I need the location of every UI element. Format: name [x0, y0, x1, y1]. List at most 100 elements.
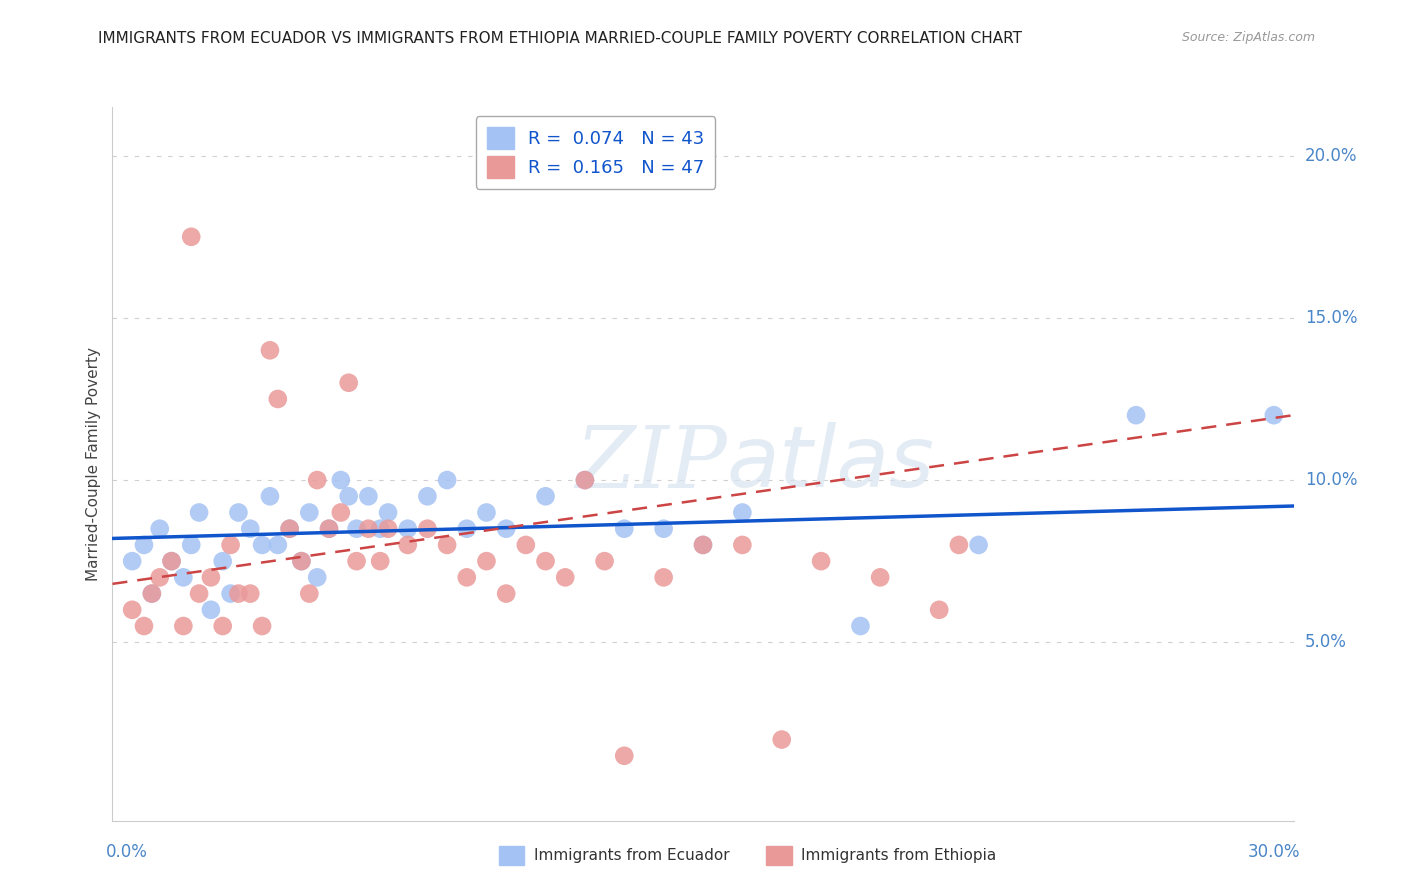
Point	[307, 570, 329, 584]
Point	[849, 619, 872, 633]
Point	[475, 506, 498, 520]
Point	[172, 619, 194, 633]
Point	[337, 489, 360, 503]
Point	[692, 538, 714, 552]
Point	[368, 522, 391, 536]
Point	[869, 570, 891, 584]
Point	[250, 619, 273, 633]
Point	[357, 522, 380, 536]
Point	[495, 522, 517, 536]
Point	[172, 570, 194, 584]
Point	[160, 554, 183, 568]
Point	[121, 554, 143, 568]
Point	[652, 570, 675, 584]
Point	[416, 522, 439, 536]
Point	[228, 586, 250, 600]
Point	[731, 538, 754, 552]
Point	[436, 473, 458, 487]
Point	[329, 473, 352, 487]
Point	[307, 473, 329, 487]
Point	[278, 522, 301, 536]
Point	[456, 570, 478, 584]
Point	[456, 522, 478, 536]
Legend: R =  0.074   N = 43, R =  0.165   N = 47: R = 0.074 N = 43, R = 0.165 N = 47	[475, 116, 716, 189]
Point	[219, 586, 242, 600]
Text: Source: ZipAtlas.com: Source: ZipAtlas.com	[1181, 31, 1315, 45]
Point	[1125, 408, 1147, 422]
Point	[346, 522, 368, 536]
Point	[121, 603, 143, 617]
Point	[239, 586, 262, 600]
Point	[692, 538, 714, 552]
Point	[574, 473, 596, 487]
Point	[149, 570, 172, 584]
Point	[318, 522, 340, 536]
Point	[436, 538, 458, 552]
Point	[613, 748, 636, 763]
Point	[188, 586, 211, 600]
Point	[132, 619, 155, 633]
Point	[948, 538, 970, 552]
Point	[337, 376, 360, 390]
Text: Immigrants from Ecuador: Immigrants from Ecuador	[534, 848, 730, 863]
Point	[200, 570, 222, 584]
Point	[180, 229, 202, 244]
Point	[200, 603, 222, 617]
Point	[416, 489, 439, 503]
Point	[554, 570, 576, 584]
Point	[593, 554, 616, 568]
Point	[534, 554, 557, 568]
Point	[368, 554, 391, 568]
Point	[652, 522, 675, 536]
Point	[290, 554, 312, 568]
Text: IMMIGRANTS FROM ECUADOR VS IMMIGRANTS FROM ETHIOPIA MARRIED-COUPLE FAMILY POVERT: IMMIGRANTS FROM ECUADOR VS IMMIGRANTS FR…	[98, 31, 1022, 46]
Point	[318, 522, 340, 536]
Point	[377, 522, 399, 536]
Text: ZIP: ZIP	[575, 423, 727, 505]
Point	[239, 522, 262, 536]
Point	[377, 506, 399, 520]
Point	[1263, 408, 1285, 422]
Point	[141, 586, 163, 600]
Point	[495, 586, 517, 600]
Point	[810, 554, 832, 568]
Point	[298, 586, 321, 600]
Point	[259, 489, 281, 503]
Point	[329, 506, 352, 520]
Point	[149, 522, 172, 536]
Point	[475, 554, 498, 568]
Point	[267, 392, 290, 406]
Point	[396, 538, 419, 552]
Text: 15.0%: 15.0%	[1305, 309, 1357, 326]
Point	[534, 489, 557, 503]
Point	[160, 554, 183, 568]
Point	[967, 538, 990, 552]
Point	[928, 603, 950, 617]
Point	[290, 554, 312, 568]
Point	[219, 538, 242, 552]
Point	[613, 522, 636, 536]
Text: Immigrants from Ethiopia: Immigrants from Ethiopia	[801, 848, 997, 863]
Text: 5.0%: 5.0%	[1305, 633, 1347, 651]
Point	[515, 538, 537, 552]
Text: 10.0%: 10.0%	[1305, 471, 1357, 489]
Point	[731, 506, 754, 520]
Point	[211, 554, 233, 568]
Point	[298, 506, 321, 520]
Point	[346, 554, 368, 568]
Point	[132, 538, 155, 552]
Point	[259, 343, 281, 358]
Text: 30.0%: 30.0%	[1249, 843, 1301, 861]
Point	[188, 506, 211, 520]
Point	[228, 506, 250, 520]
Text: 0.0%: 0.0%	[105, 843, 148, 861]
Point	[250, 538, 273, 552]
Text: 20.0%: 20.0%	[1305, 146, 1357, 165]
Point	[267, 538, 290, 552]
Point	[211, 619, 233, 633]
Point	[278, 522, 301, 536]
Point	[396, 522, 419, 536]
Y-axis label: Married-Couple Family Poverty: Married-Couple Family Poverty	[86, 347, 101, 581]
Point	[770, 732, 793, 747]
Point	[574, 473, 596, 487]
